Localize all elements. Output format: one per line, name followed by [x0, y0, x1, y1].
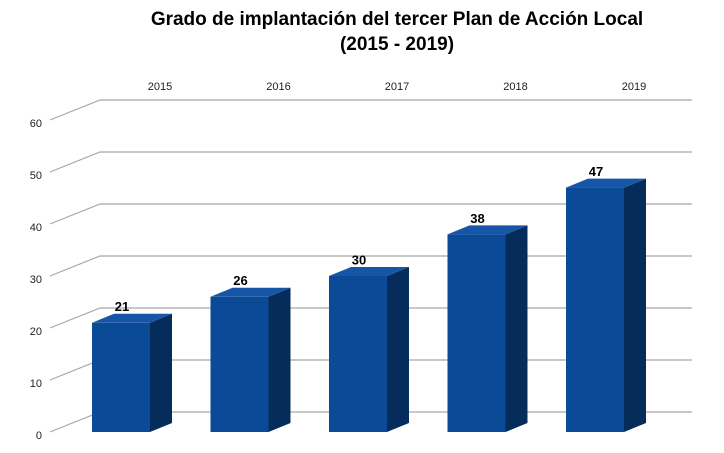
chart-title: Grado de implantación del tercer Plan de…	[151, 9, 643, 30]
bar	[329, 276, 387, 432]
bar-top	[329, 267, 409, 276]
grid-line	[49, 151, 692, 173]
bar-top	[210, 287, 291, 297]
bar-side	[150, 313, 172, 432]
bar-side	[387, 267, 409, 432]
y-tick-label: 50	[30, 170, 42, 182]
x-tick-label: 2018	[503, 81, 527, 93]
bar-side	[624, 178, 646, 432]
bar	[92, 322, 150, 432]
grid-line	[49, 203, 692, 225]
bar-top	[566, 178, 646, 188]
bar-side	[505, 225, 528, 432]
value-label: 30	[352, 252, 366, 267]
grid-line	[49, 99, 692, 121]
chart-subtitle: (2015 - 2019)	[340, 34, 454, 55]
bar	[566, 187, 624, 432]
value-label: 26	[233, 273, 247, 288]
bar	[210, 296, 269, 432]
value-label: 47	[589, 164, 603, 179]
bar-top	[447, 225, 528, 235]
value-label: 21	[115, 299, 129, 314]
bar-top	[92, 313, 172, 323]
y-tick-label: 20	[30, 326, 42, 338]
y-tick-label: 60	[30, 118, 42, 130]
bar	[447, 234, 506, 432]
y-tick-label: 40	[30, 222, 42, 234]
x-tick-label: 2017	[385, 81, 409, 93]
bar-side	[268, 287, 291, 432]
value-label: 38	[470, 211, 484, 226]
y-tick-label: 30	[30, 274, 42, 286]
y-tick-label: 10	[30, 378, 42, 390]
x-tick-label: 2019	[622, 81, 646, 93]
x-tick-label: 2016	[266, 81, 290, 93]
x-tick-label: 2015	[148, 81, 172, 93]
y-tick-label: 0	[36, 430, 42, 442]
